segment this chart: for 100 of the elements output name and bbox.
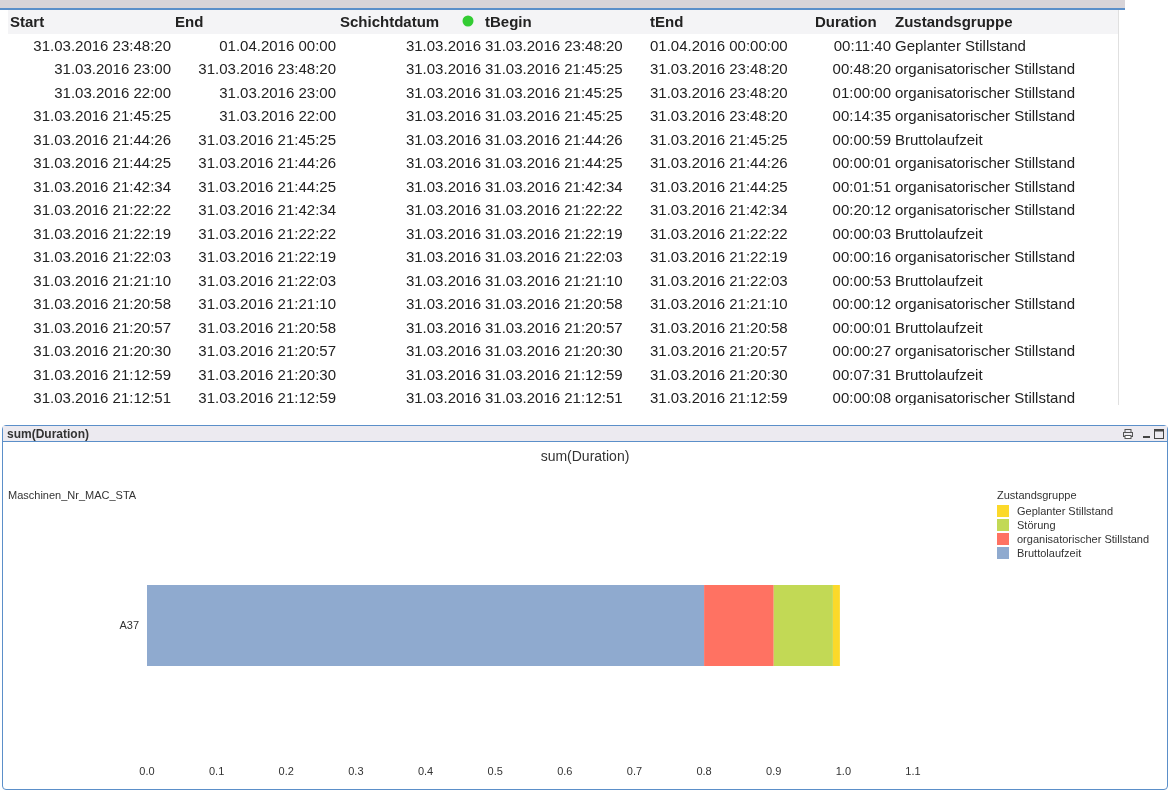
text: 31.03.2016 [338,362,484,387]
text: 31.03.2016 21:45:25 [483,57,649,82]
text: 31.03.2016 21:22:03 [483,245,649,270]
text: 31.03.2016 21:12:59 [197,388,337,407]
bar [832,585,840,666]
text: 00:00:27 [813,339,894,364]
text: 01:00:00 [813,80,894,105]
text: organisatorischer Stillstand [893,339,1119,364]
text: 31.03.2016 [338,315,484,340]
text: 31.03.2016 21:12:51 [484,388,624,407]
text: 31.03.2016 21:12:59 [483,362,649,387]
text: 31.03.2016 21:42:34 [173,198,339,223]
text: 31.03.2016 21:44:25 [648,174,814,199]
legend-title: Zustandsgruppe [997,489,1078,501]
text: Start [8,10,174,35]
text: 31.03.2016 21:44:26 [173,151,339,176]
text: 31.03.2016 21:21:10 [8,268,174,293]
text: 00:01:51 [813,174,894,199]
text: 31.03.2016 21:22:22 [648,221,814,246]
text: 31.03.2016 21:22:19 [8,221,174,246]
text: 31.03.2016 21:20:30 [173,362,339,387]
text: 00:14:35 [813,104,894,129]
x-tick-label: 0.0 [139,764,155,777]
text: 31.03.2016 21:22:19 [483,221,649,246]
text: 31.03.2016 21:45:25 [8,104,174,129]
text: 31.03.2016 21:20:57 [8,315,174,340]
bar [147,585,705,666]
x-tick-label: 1.0 [835,764,852,777]
text: 00:00:53 [813,268,894,293]
text: 31.03.2016 21:12:51 [32,388,172,407]
text: sum(Duration) [7,427,89,441]
text: organisatorischer Stillstand [893,198,1119,223]
text: 31.03.2016 21:22:03 [8,245,174,270]
x-tick-label: 0.9 [766,764,782,777]
text: 31.03.2016 21:20:30 [648,362,814,387]
text: 31.03.2016 23:48:20 [173,57,339,82]
text: 00:20:12 [813,198,894,223]
text: 31.03.2016 21:22:03 [173,268,339,293]
x-tick-label: 0.3 [348,764,364,777]
text: 31.03.2016 21:20:30 [483,339,649,364]
text: 31.03.2016 [338,292,484,317]
text: 31.03.2016 21:20:57 [483,315,649,340]
x-tick-label: 0.7 [626,764,643,777]
text: Bruttolaufzeit [893,315,1119,340]
chart-title: sum(Duration) [539,448,631,464]
x-tick-label: 0.4 [417,764,434,777]
text: 31.03.2016 23:48:20 [648,80,814,105]
text: 31.03.2016 21:12:59 [8,362,174,387]
y-tick-label: A37 [119,618,139,631]
text: 00:00:59 [813,127,894,152]
text: 31.03.2016 21:44:26 [8,127,174,152]
text: 31.03.2016 21:22:22 [8,198,174,223]
text: 00:48:20 [813,57,894,82]
text: Bruttolaufzeit [893,221,1119,246]
text: Geplanter Stillstand [893,33,1119,58]
x-tick-label: 0.1 [208,764,225,777]
text: 31.03.2016 22:00 [8,80,174,105]
text: 00:07:31 [813,362,894,387]
text: organisatorischer Stillstand [893,245,1119,270]
legend-label: Bruttolaufzeit [1017,547,1082,559]
text: 31.03.2016 21:22:22 [173,221,339,246]
text: 31.03.2016 23:48:20 [8,33,174,58]
text: 00:00:08 [831,388,892,407]
text: 31.03.2016 21:22:03 [648,268,814,293]
text: 31.03.2016 21:45:25 [648,127,814,152]
text: 31.03.2016 21:22:19 [648,245,814,270]
text: 31.03.2016 [338,174,484,199]
text: 31.03.2016 [338,198,484,223]
text: 00:00:01 [813,315,894,340]
text: 31.03.2016 [338,245,484,270]
text: 00:00:01 [813,151,894,176]
x-tick-label: 1.1 [905,764,921,777]
text: 31.03.2016 21:44:25 [483,151,649,176]
text: organisatorischer Stillstand [893,292,1119,317]
text: 31.03.2016 21:20:30 [8,339,174,364]
x-tick-label: 0.6 [557,764,573,777]
text: 31.03.2016 23:48:20 [648,104,814,129]
text: 31.03.2016 23:48:20 [483,33,649,58]
text: 31.03.2016 21:44:25 [173,174,339,199]
text: 31.03.2016 [338,221,484,246]
text: Bruttolaufzeit [893,268,1119,293]
text: 31.03.2016 21:44:26 [483,127,649,152]
x-tick-label: 0.2 [278,764,294,777]
text: 31.03.2016 21:20:58 [8,292,174,317]
text: Bruttolaufzeit [893,127,1119,152]
text: Schichtdatum [338,10,484,35]
text: 31.03.2016 21:20:58 [648,315,814,340]
text: Zustandsgruppe [893,10,1119,35]
text: 31.03.2016 [338,57,484,82]
text: organisatorischer Stillstand [893,151,1119,176]
x-tick-label: 0.8 [696,764,712,777]
text: End [173,10,339,35]
bar [773,585,833,666]
text: organisatorischer Stillstand [893,80,1119,105]
text: organisatorischer Stillstand [893,104,1119,129]
text: 01.04.2016 00:00:00 [648,33,814,58]
text: 01.04.2016 00:00 [173,33,339,58]
text: 31.03.2016 21:20:57 [173,339,339,364]
text: 00:00:03 [813,221,894,246]
legend-label: Geplanter Stillstand [1017,505,1113,517]
